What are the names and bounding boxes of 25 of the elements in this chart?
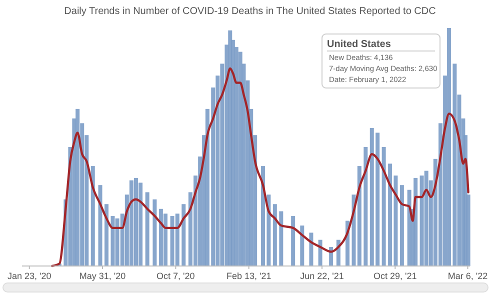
x-tick-label: Mar 6, '22 <box>448 271 488 281</box>
bar <box>104 204 108 266</box>
bar <box>272 204 277 266</box>
bar <box>400 185 404 266</box>
bar <box>152 199 157 266</box>
x-tick-label: Jun 22, '21 <box>300 271 344 281</box>
bar <box>382 147 386 266</box>
bar <box>357 166 362 266</box>
annotation: United States <box>327 39 392 50</box>
x-tick-label: Jan 23, '20 <box>7 271 52 281</box>
x-tick-label: Oct 7, '20 <box>156 271 195 281</box>
x-tick-label: May 31, '20 <box>79 271 126 281</box>
bar <box>90 166 95 266</box>
bar <box>300 226 304 266</box>
bar <box>145 192 150 266</box>
x-tick-label: Oct 29, '21 <box>374 271 417 281</box>
bar <box>182 204 186 266</box>
bar <box>76 108 80 266</box>
bar <box>98 185 102 266</box>
bar <box>309 232 314 266</box>
chart-title: Daily Trends in Number of COVID-19 Deaths in The United States Reported to CDC <box>64 6 436 17</box>
bar <box>279 211 284 266</box>
bar <box>364 147 368 266</box>
bar <box>291 216 296 266</box>
x-tick-label: Feb 13, '21 <box>226 271 272 281</box>
